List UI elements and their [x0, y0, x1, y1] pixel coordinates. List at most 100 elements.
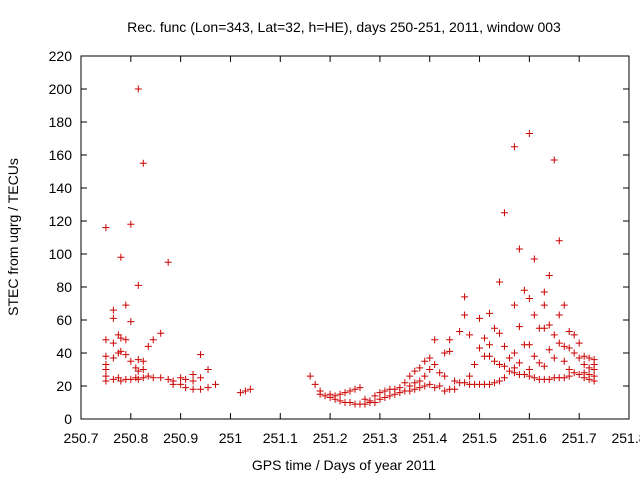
data-point — [545, 321, 553, 329]
data-point — [525, 295, 533, 303]
data-point — [555, 339, 563, 347]
data-point — [336, 390, 344, 398]
data-point — [144, 342, 152, 350]
data-point — [461, 379, 469, 387]
data-point — [570, 369, 578, 377]
data-point — [316, 390, 324, 398]
data-point — [376, 389, 384, 397]
data-point — [565, 328, 573, 336]
data-point — [204, 384, 212, 392]
data-point — [371, 399, 379, 406]
data-point — [127, 220, 135, 228]
data-point — [102, 366, 110, 373]
data-point — [157, 374, 165, 382]
data-point — [530, 255, 538, 263]
data-point — [486, 352, 494, 360]
data-point — [495, 377, 503, 385]
data-point — [164, 258, 172, 266]
data-point — [416, 384, 424, 392]
data-point — [545, 375, 553, 383]
data-point — [416, 364, 424, 372]
data-point — [565, 372, 573, 380]
data-point — [182, 375, 190, 383]
data-point — [580, 361, 588, 369]
data-point — [134, 281, 142, 289]
data-point — [134, 356, 142, 364]
data-point — [525, 372, 533, 380]
data-point — [570, 349, 578, 357]
data-point — [109, 354, 117, 362]
data-point — [436, 382, 444, 390]
data-point — [481, 334, 489, 342]
data-point — [565, 344, 573, 352]
data-point — [182, 384, 190, 392]
data-point — [535, 359, 543, 367]
data-point — [426, 380, 434, 388]
data-point — [530, 374, 538, 382]
data-point — [421, 357, 429, 365]
x-tick-label: 251.6 — [512, 430, 547, 446]
data-point — [555, 237, 563, 245]
data-point — [580, 374, 588, 382]
data-point — [486, 380, 494, 388]
data-point — [590, 377, 598, 385]
data-point — [396, 389, 404, 397]
data-point — [490, 324, 498, 332]
data-point — [341, 389, 349, 397]
data-point — [441, 349, 449, 357]
data-point — [580, 352, 588, 360]
x-tick-label: 250.7 — [63, 430, 98, 446]
data-point — [446, 336, 454, 344]
data-point — [510, 301, 518, 309]
x-tick-label: 251.3 — [362, 430, 397, 446]
data-point — [134, 375, 142, 383]
data-point — [431, 384, 439, 392]
data-point — [525, 341, 533, 349]
data-point — [134, 85, 142, 93]
data-point — [189, 370, 197, 378]
data-point — [560, 374, 568, 382]
data-point — [356, 384, 364, 392]
data-point — [461, 293, 469, 301]
data-point — [486, 309, 494, 317]
data-point — [426, 366, 434, 373]
data-point — [555, 311, 563, 319]
data-point — [102, 377, 110, 385]
y-tick-label: 220 — [49, 48, 73, 64]
data-point — [490, 379, 498, 387]
data-point — [177, 380, 185, 388]
y-tick-label: 160 — [49, 147, 73, 163]
data-point — [189, 385, 197, 393]
data-point — [570, 331, 578, 339]
data-point — [500, 362, 508, 370]
x-tick-label: 251 — [219, 430, 243, 446]
data-point — [241, 387, 249, 395]
data-point — [177, 374, 185, 382]
data-point — [117, 334, 125, 342]
data-point — [102, 336, 110, 344]
data-point — [461, 311, 469, 319]
x-tick-label: 251.4 — [412, 430, 447, 446]
data-point — [169, 380, 177, 388]
data-point — [361, 400, 369, 408]
data-point — [525, 130, 533, 138]
data-point — [500, 374, 508, 382]
y-tick-label: 80 — [56, 279, 72, 295]
data-point — [540, 301, 548, 309]
data-point — [127, 357, 135, 365]
data-point — [212, 380, 220, 388]
data-point — [401, 379, 409, 387]
data-point — [346, 387, 354, 395]
data-point — [139, 374, 147, 382]
data-point — [351, 385, 359, 393]
data-point — [585, 375, 593, 383]
y-tick-labels: 0 20 40 60 80 100 120 140 160 180 200 220 — [49, 48, 73, 427]
data-point — [515, 323, 523, 331]
data-point — [510, 349, 518, 357]
data-point — [127, 375, 135, 383]
data-point — [331, 395, 339, 403]
data-point — [321, 392, 329, 400]
data-point — [411, 367, 419, 375]
data-point — [117, 347, 125, 355]
